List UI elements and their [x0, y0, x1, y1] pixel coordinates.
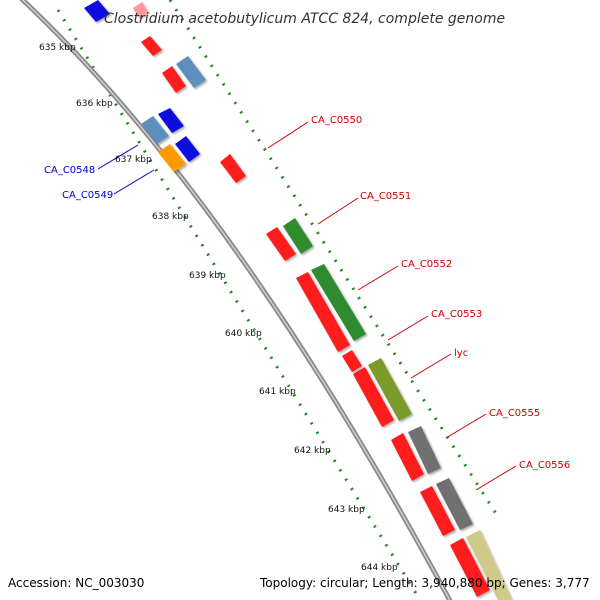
- tick-label: 642 kbp: [294, 446, 331, 456]
- gene-label-forward[interactable]: CA_C0556: [519, 460, 570, 471]
- tick-label: 643 kbp: [328, 505, 365, 515]
- tick-label: 639 kbp: [189, 271, 226, 281]
- tick-label: 635 kbp: [39, 43, 76, 53]
- gene-labels: CA_C0550 CA_C0551 CA_C0552 CA_C0553 lyc …: [44, 115, 570, 471]
- tick-label: 641 kbp: [259, 387, 296, 397]
- tick-label: 644 kbp: [361, 563, 398, 573]
- gene-red-7[interactable]: [420, 486, 455, 536]
- gene-CA_C0550[interactable]: [220, 154, 246, 183]
- gene-red-4[interactable]: [296, 272, 350, 352]
- tick-label: 638 kbp: [152, 212, 189, 222]
- gene-label-forward[interactable]: CA_C0553: [431, 309, 482, 320]
- gene-CA_C0553[interactable]: [342, 350, 362, 372]
- tick-label: 636 kbp: [76, 99, 113, 109]
- gene-label-forward[interactable]: CA_C0551: [360, 191, 411, 202]
- gene-CA_C0552[interactable]: [311, 264, 366, 341]
- gene-red-top[interactable]: [133, 2, 148, 18]
- gene-label-forward[interactable]: lyc: [454, 348, 468, 359]
- gene-label-reverse[interactable]: CA_C0549: [62, 190, 113, 201]
- gene-label-forward[interactable]: CA_C0555: [489, 408, 540, 419]
- gene-CA_C0556[interactable]: [436, 478, 473, 530]
- gene-red-5[interactable]: [353, 367, 394, 427]
- gene-blue-2[interactable]: [175, 136, 200, 162]
- topology-text: Topology: circular; Length: 3,940,880 bp…: [259, 576, 590, 590]
- gene-label-reverse[interactable]: CA_C0548: [44, 165, 95, 176]
- gene-red-3[interactable]: [266, 227, 296, 261]
- gene-orange-CA_C0549[interactable]: [158, 144, 186, 172]
- gene-red-8[interactable]: [450, 538, 490, 597]
- tick-labels: 635 kbp 636 kbp 637 kbp 638 kbp 639 kbp …: [39, 43, 398, 573]
- genome-backbone: [19, 0, 453, 600]
- accession-text: Accession: NC_003030: [8, 576, 144, 590]
- gene-red-6[interactable]: [391, 433, 424, 481]
- gene-lyc[interactable]: [368, 358, 412, 421]
- tick-label: 637 kbp: [115, 155, 152, 165]
- map-title: Clostridium acetobutylicum ATCC 824, com…: [104, 11, 505, 27]
- gene-red-2[interactable]: [162, 66, 186, 93]
- label-leaders: [97, 121, 517, 491]
- gene-CA_C0551[interactable]: [283, 218, 313, 254]
- gene-blue-top[interactable]: [84, 0, 110, 22]
- tick-label: 640 kbp: [225, 329, 262, 339]
- gene-steelblue-1[interactable]: [176, 56, 206, 88]
- gene-khaki[interactable]: [466, 530, 512, 600]
- gene-features: [84, 0, 512, 600]
- gene-steelblue-2[interactable]: [141, 116, 169, 144]
- gene-label-forward[interactable]: CA_C0550: [311, 115, 362, 126]
- gene-red-1[interactable]: [141, 36, 162, 56]
- gene-label-forward[interactable]: CA_C0552: [401, 259, 452, 270]
- gene-CA_C0555[interactable]: [408, 426, 441, 474]
- gene-blue-1[interactable]: [158, 108, 184, 133]
